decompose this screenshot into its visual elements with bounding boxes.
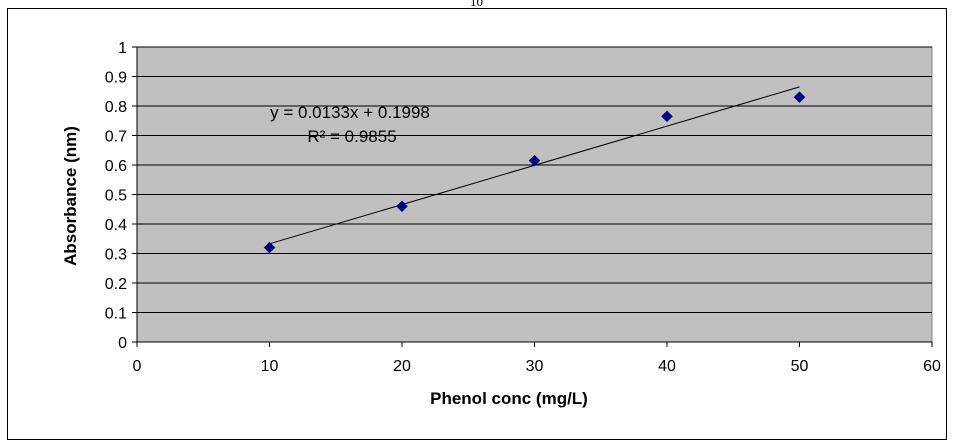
r-squared-label: R² = 0.9855 — [307, 127, 396, 146]
y-axis-title: Absorbance (nm) — [61, 126, 80, 266]
x-tick-label: 50 — [791, 358, 809, 375]
y-tick-labels: 0 0.1 0.2 0.3 0.4 0.5 0.6 0.7 0.8 0.9 1 — [105, 40, 127, 352]
y-tick-label: 1 — [118, 40, 127, 57]
data-point — [263, 241, 276, 254]
y-tick-label: 0.4 — [105, 217, 127, 234]
points-group — [263, 91, 806, 254]
y-tick-label: 0.8 — [105, 99, 127, 116]
data-point — [661, 110, 673, 123]
y-tick-label: 0.7 — [105, 129, 127, 146]
trendline-equation: y = 0.0133x + 0.1998 — [270, 103, 430, 122]
y-tick-label: 0 — [118, 335, 127, 352]
x-tick-label: 20 — [393, 358, 411, 375]
data-point — [528, 154, 541, 167]
y-tick-label: 0.6 — [105, 158, 127, 175]
x-tick-label: 30 — [526, 358, 544, 375]
x-tick-label: 10 — [261, 358, 279, 375]
x-tick-label: 40 — [658, 358, 676, 375]
x-axis-title: Phenol conc (mg/L) — [430, 389, 588, 408]
data-point — [396, 200, 408, 213]
page-number: 10 — [470, 0, 483, 9]
data-point — [793, 91, 806, 104]
x-tick-label: 60 — [923, 358, 941, 375]
x-tick-labels: 0 10 20 30 40 50 60 — [133, 358, 941, 375]
y-tick-label: 0.3 — [105, 247, 127, 264]
y-tick-label: 0.2 — [105, 276, 127, 293]
x-tick-label: 0 — [133, 358, 142, 375]
y-tick-label: 0.1 — [105, 306, 127, 323]
y-tick-label: 0.5 — [105, 188, 127, 205]
y-tick-label: 0.9 — [105, 70, 127, 87]
